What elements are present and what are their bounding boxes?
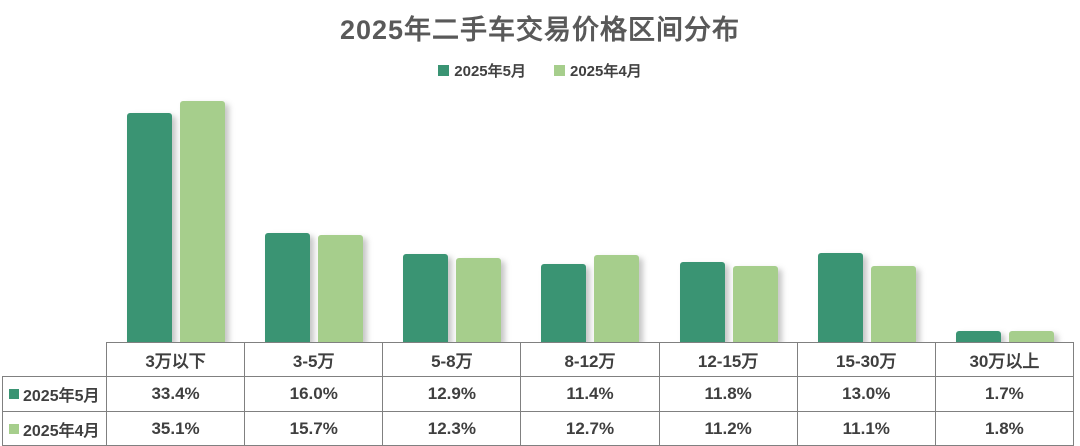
bar-series1-cat4 bbox=[541, 264, 587, 343]
table-value-series2-cat4: 12.7% bbox=[521, 412, 660, 446]
table-value-series1-cat5: 11.8% bbox=[659, 377, 798, 412]
table-value-series2-cat5: 11.2% bbox=[659, 412, 798, 446]
bar-series1-cat2 bbox=[265, 232, 311, 343]
bar-series1-cat6 bbox=[817, 253, 863, 343]
bar-series1-cat3 bbox=[403, 254, 449, 343]
bar-series1-cat5 bbox=[679, 261, 725, 343]
bar-series1-cat7 bbox=[955, 331, 1001, 343]
legend-label-may: 2025年5月 bbox=[454, 63, 526, 80]
table-value-series1-cat3: 12.9% bbox=[383, 377, 522, 412]
table-rowlabel-text: 2025年4月 bbox=[23, 422, 100, 440]
table-rowlabel-series1: 2025年5月 bbox=[2, 377, 107, 412]
table-header-cat1: 3万以下 bbox=[107, 342, 246, 377]
bar-series2-cat7 bbox=[1008, 330, 1054, 343]
table-header-cat4: 8-12万 bbox=[521, 342, 660, 377]
bar-series2-cat1 bbox=[180, 100, 226, 343]
legend-swatch-april-icon bbox=[554, 65, 565, 76]
bar-series2-cat4 bbox=[594, 255, 640, 343]
bars-layer bbox=[127, 100, 1054, 343]
table-value-series2-cat2: 15.7% bbox=[245, 412, 384, 446]
bar-series2-cat5 bbox=[732, 265, 778, 343]
table-value-series2-cat6: 11.1% bbox=[797, 412, 936, 446]
table-value-series1-cat2: 16.0% bbox=[245, 377, 384, 412]
table-key-swatch-series1-icon bbox=[9, 389, 19, 399]
table-value-series1-cat7: 1.7% bbox=[935, 377, 1074, 412]
table-value-series2-cat3: 12.3% bbox=[383, 412, 522, 446]
chart-title: 2025年二手车交易价格区间分布 bbox=[339, 15, 741, 45]
table-rowlabel-text: 2025年5月 bbox=[23, 388, 100, 405]
table-rowlabel-series2: 2025年4月 bbox=[2, 412, 107, 446]
table-value-series1-cat1: 33.4% bbox=[107, 377, 246, 412]
bar-series2-cat3 bbox=[456, 258, 502, 343]
bar-series2-cat2 bbox=[318, 234, 364, 343]
table-header-cat7: 30万以上 bbox=[935, 342, 1074, 377]
legend-item-may: 2025年5月 bbox=[438, 60, 526, 81]
table-header-cat6: 15-30万 bbox=[797, 342, 936, 377]
legend-label-april: 2025年4月 bbox=[570, 63, 642, 80]
table-value-series2-cat1: 35.1% bbox=[107, 412, 246, 446]
table-header-cat5: 12-15万 bbox=[659, 342, 798, 377]
table-corner-cell bbox=[2, 342, 107, 377]
data-table: 3万以下 3-5万 5-8万 8-12万 12-15万 15-30万 30万以上 2025年5… bbox=[2, 342, 1074, 446]
bar-series1-cat1 bbox=[127, 112, 173, 343]
chart-legend: 2025年5月 2025年4月 bbox=[0, 60, 1080, 81]
bar-series2-cat6 bbox=[870, 266, 916, 343]
legend-item-april: 2025年4月 bbox=[554, 60, 642, 81]
table-header-cat3: 5-8万 bbox=[383, 342, 522, 377]
table-header-cat2: 3-5万 bbox=[245, 342, 384, 377]
table-value-series1-cat6: 13.0% bbox=[797, 377, 936, 412]
table-value-series1-cat4: 11.4% bbox=[521, 377, 660, 412]
table-key-swatch-series2-icon bbox=[9, 423, 19, 434]
table-value-series2-cat7: 1.8% bbox=[935, 412, 1074, 446]
legend-swatch-may-icon bbox=[438, 65, 450, 76]
